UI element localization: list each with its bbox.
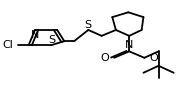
Text: Cl: Cl	[3, 40, 14, 50]
Text: S: S	[48, 35, 55, 45]
Text: N: N	[125, 40, 133, 50]
Text: S: S	[85, 20, 92, 30]
Text: N: N	[31, 30, 39, 40]
Text: O: O	[150, 53, 158, 63]
Text: O: O	[100, 53, 109, 63]
